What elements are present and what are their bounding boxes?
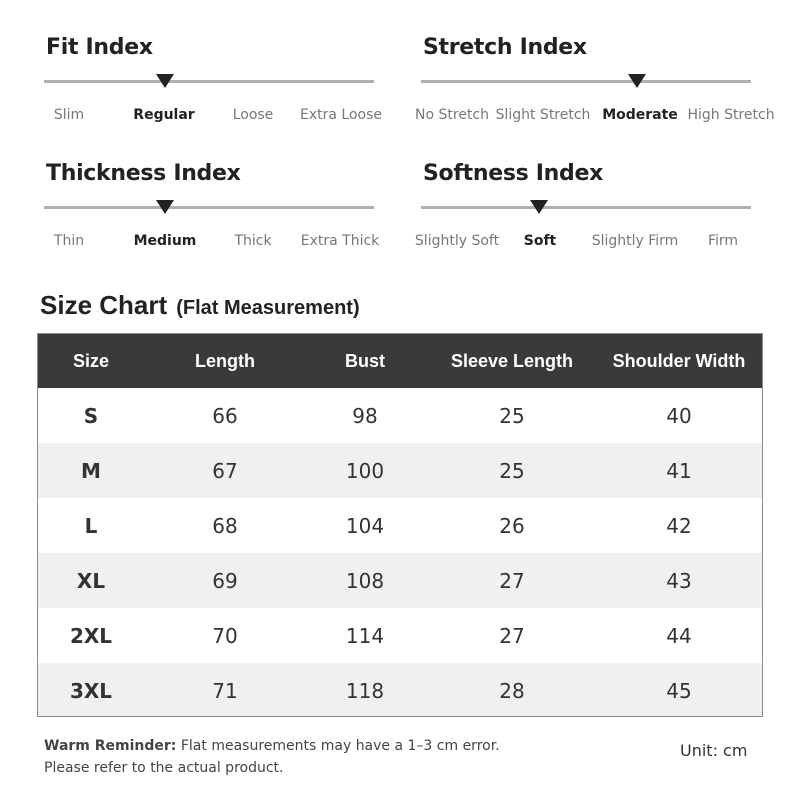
table-row: L 68 104 26 42 — [38, 498, 762, 553]
cell-size: 2XL — [69, 623, 113, 648]
table-header-row: Size Length Bust Sleeve Length Shoulder … — [38, 334, 762, 388]
cell-shoulder-width: 45 — [666, 678, 692, 703]
reminder-text-1: Flat measurements may have a 1–3 cm erro… — [180, 738, 500, 754]
size-chart-subtitle: (Flat Measurement) — [176, 297, 360, 319]
thickness-index: Thickness Index Thin Medium Thick Extra … — [44, 161, 384, 271]
cell-bust: 100 — [345, 458, 385, 483]
softness-index-title: Softness Index — [423, 161, 603, 186]
cell-size: S — [83, 403, 99, 428]
header-shoulder-width: Shoulder Width — [612, 350, 746, 371]
stretch-index-track — [421, 80, 751, 83]
fit-option-slim: Slim — [53, 107, 85, 123]
cell-sleeve-length: 25 — [499, 403, 525, 428]
reminder-label: Warm Reminder: — [44, 738, 177, 754]
softness-option-slightly-soft: Slightly Soft — [414, 233, 500, 249]
cell-length: 70 — [212, 623, 238, 648]
cell-sleeve-length: 27 — [499, 623, 525, 648]
thickness-index-track — [44, 206, 374, 209]
header-bust: Bust — [345, 350, 385, 371]
table-row: XL 69 108 27 43 — [38, 553, 762, 608]
cell-shoulder-width: 40 — [666, 403, 692, 428]
fit-index-marker-icon — [156, 74, 174, 88]
cell-length: 66 — [212, 403, 238, 428]
cell-sleeve-length: 27 — [499, 568, 525, 593]
stretch-option-high-stretch: High Stretch — [687, 107, 775, 123]
cell-sleeve-length: 28 — [499, 678, 525, 703]
fit-index-title: Fit Index — [46, 35, 153, 60]
table-row: 3XL 71 118 28 45 — [38, 663, 762, 716]
fit-index: Fit Index Slim Regular Loose Extra Loose — [44, 35, 384, 145]
stretch-index-marker-icon — [628, 74, 646, 88]
size-table: Size Length Bust Sleeve Length Shoulder … — [37, 333, 763, 717]
cell-bust: 114 — [345, 623, 385, 648]
thickness-option-extra-thick: Extra Thick — [300, 233, 380, 249]
table-row: 2XL 70 114 27 44 — [38, 608, 762, 663]
softness-index-track — [421, 206, 751, 209]
cell-length: 68 — [212, 513, 238, 538]
cell-bust: 108 — [345, 568, 385, 593]
cell-bust: 118 — [345, 678, 385, 703]
fit-index-track — [44, 80, 374, 83]
cell-size: XL — [76, 568, 106, 593]
fit-option-extra-loose: Extra Loose — [300, 107, 382, 123]
table-row: M 67 100 25 41 — [38, 443, 762, 498]
stretch-option-moderate: Moderate — [602, 107, 678, 123]
cell-shoulder-width: 43 — [666, 568, 692, 593]
cell-shoulder-width: 42 — [666, 513, 692, 538]
size-chart-heading: Size Chart — [40, 290, 168, 320]
warm-reminder: Warm Reminder: Flat measurements may hav… — [44, 735, 500, 779]
stretch-index-title: Stretch Index — [423, 35, 587, 60]
cell-length: 67 — [212, 458, 238, 483]
thickness-index-title: Thickness Index — [46, 161, 241, 186]
table-row: S 66 98 25 40 — [38, 388, 762, 443]
header-size: Size — [72, 350, 110, 371]
cell-size: 3XL — [69, 678, 113, 703]
thickness-option-thin: Thin — [53, 233, 85, 249]
cell-length: 69 — [212, 568, 238, 593]
stretch-option-slight-stretch: Slight Stretch — [495, 107, 591, 123]
cell-bust: 98 — [352, 403, 378, 428]
reminder-text-2: Please refer to the actual product. — [44, 760, 284, 776]
cell-bust: 104 — [345, 513, 385, 538]
fit-option-regular: Regular — [133, 107, 195, 123]
header-length: Length — [195, 350, 255, 371]
stretch-index: Stretch Index No Stretch Slight Stretch … — [415, 35, 775, 145]
cell-sleeve-length: 26 — [499, 513, 525, 538]
softness-option-soft: Soft — [523, 233, 557, 249]
cell-size: M — [81, 458, 101, 483]
size-chart-title: Size Chart (Flat Measurement) — [40, 290, 360, 321]
softness-index-marker-icon — [530, 200, 548, 214]
thickness-option-medium: Medium — [133, 233, 197, 249]
reminder-line-1: Warm Reminder: Flat measurements may hav… — [44, 735, 500, 757]
cell-length: 71 — [212, 678, 238, 703]
stretch-option-no-stretch: No Stretch — [415, 107, 489, 123]
thickness-option-thick: Thick — [234, 233, 272, 249]
softness-option-slightly-firm: Slightly Firm — [591, 233, 679, 249]
cell-shoulder-width: 41 — [666, 458, 692, 483]
header-sleeve-length: Sleeve Length — [450, 350, 574, 371]
cell-sleeve-length: 25 — [499, 458, 525, 483]
cell-size: L — [84, 513, 98, 538]
softness-index: Softness Index Slightly Soft Soft Slight… — [415, 161, 761, 271]
softness-option-firm: Firm — [707, 233, 739, 249]
cell-shoulder-width: 44 — [666, 623, 692, 648]
thickness-index-marker-icon — [156, 200, 174, 214]
unit-label: Unit: cm — [680, 741, 748, 760]
fit-option-loose: Loose — [232, 107, 274, 123]
